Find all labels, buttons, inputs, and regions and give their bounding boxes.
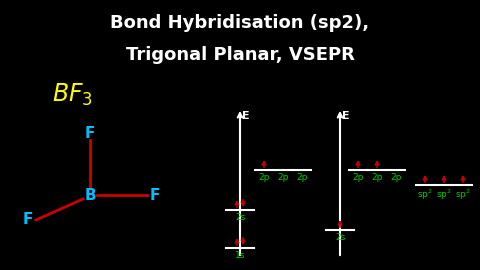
Text: 2p: 2p xyxy=(277,173,288,182)
Text: E: E xyxy=(342,111,349,121)
Text: E: E xyxy=(242,111,250,121)
Text: sp$^2$: sp$^2$ xyxy=(455,188,471,202)
Text: 2s: 2s xyxy=(235,213,245,222)
Text: F: F xyxy=(150,187,160,202)
Text: 2p: 2p xyxy=(258,173,270,182)
Text: $\mathit{BF}_3$: $\mathit{BF}_3$ xyxy=(51,82,93,108)
Text: 2p: 2p xyxy=(390,173,402,182)
Text: Bond Hybridisation (sp2),: Bond Hybridisation (sp2), xyxy=(110,14,370,32)
Text: F: F xyxy=(23,212,33,228)
Text: B: B xyxy=(84,187,96,202)
Text: sp$^2$: sp$^2$ xyxy=(436,188,452,202)
Text: 1s: 1s xyxy=(235,251,245,260)
Text: Trigonal Planar, VSEPR: Trigonal Planar, VSEPR xyxy=(126,46,354,64)
Text: 2p: 2p xyxy=(296,173,308,182)
Text: 2p: 2p xyxy=(352,173,364,182)
Text: 2p: 2p xyxy=(372,173,383,182)
Text: 2s: 2s xyxy=(335,233,345,242)
Text: sp$^2$: sp$^2$ xyxy=(417,188,433,202)
Text: F: F xyxy=(85,126,95,140)
